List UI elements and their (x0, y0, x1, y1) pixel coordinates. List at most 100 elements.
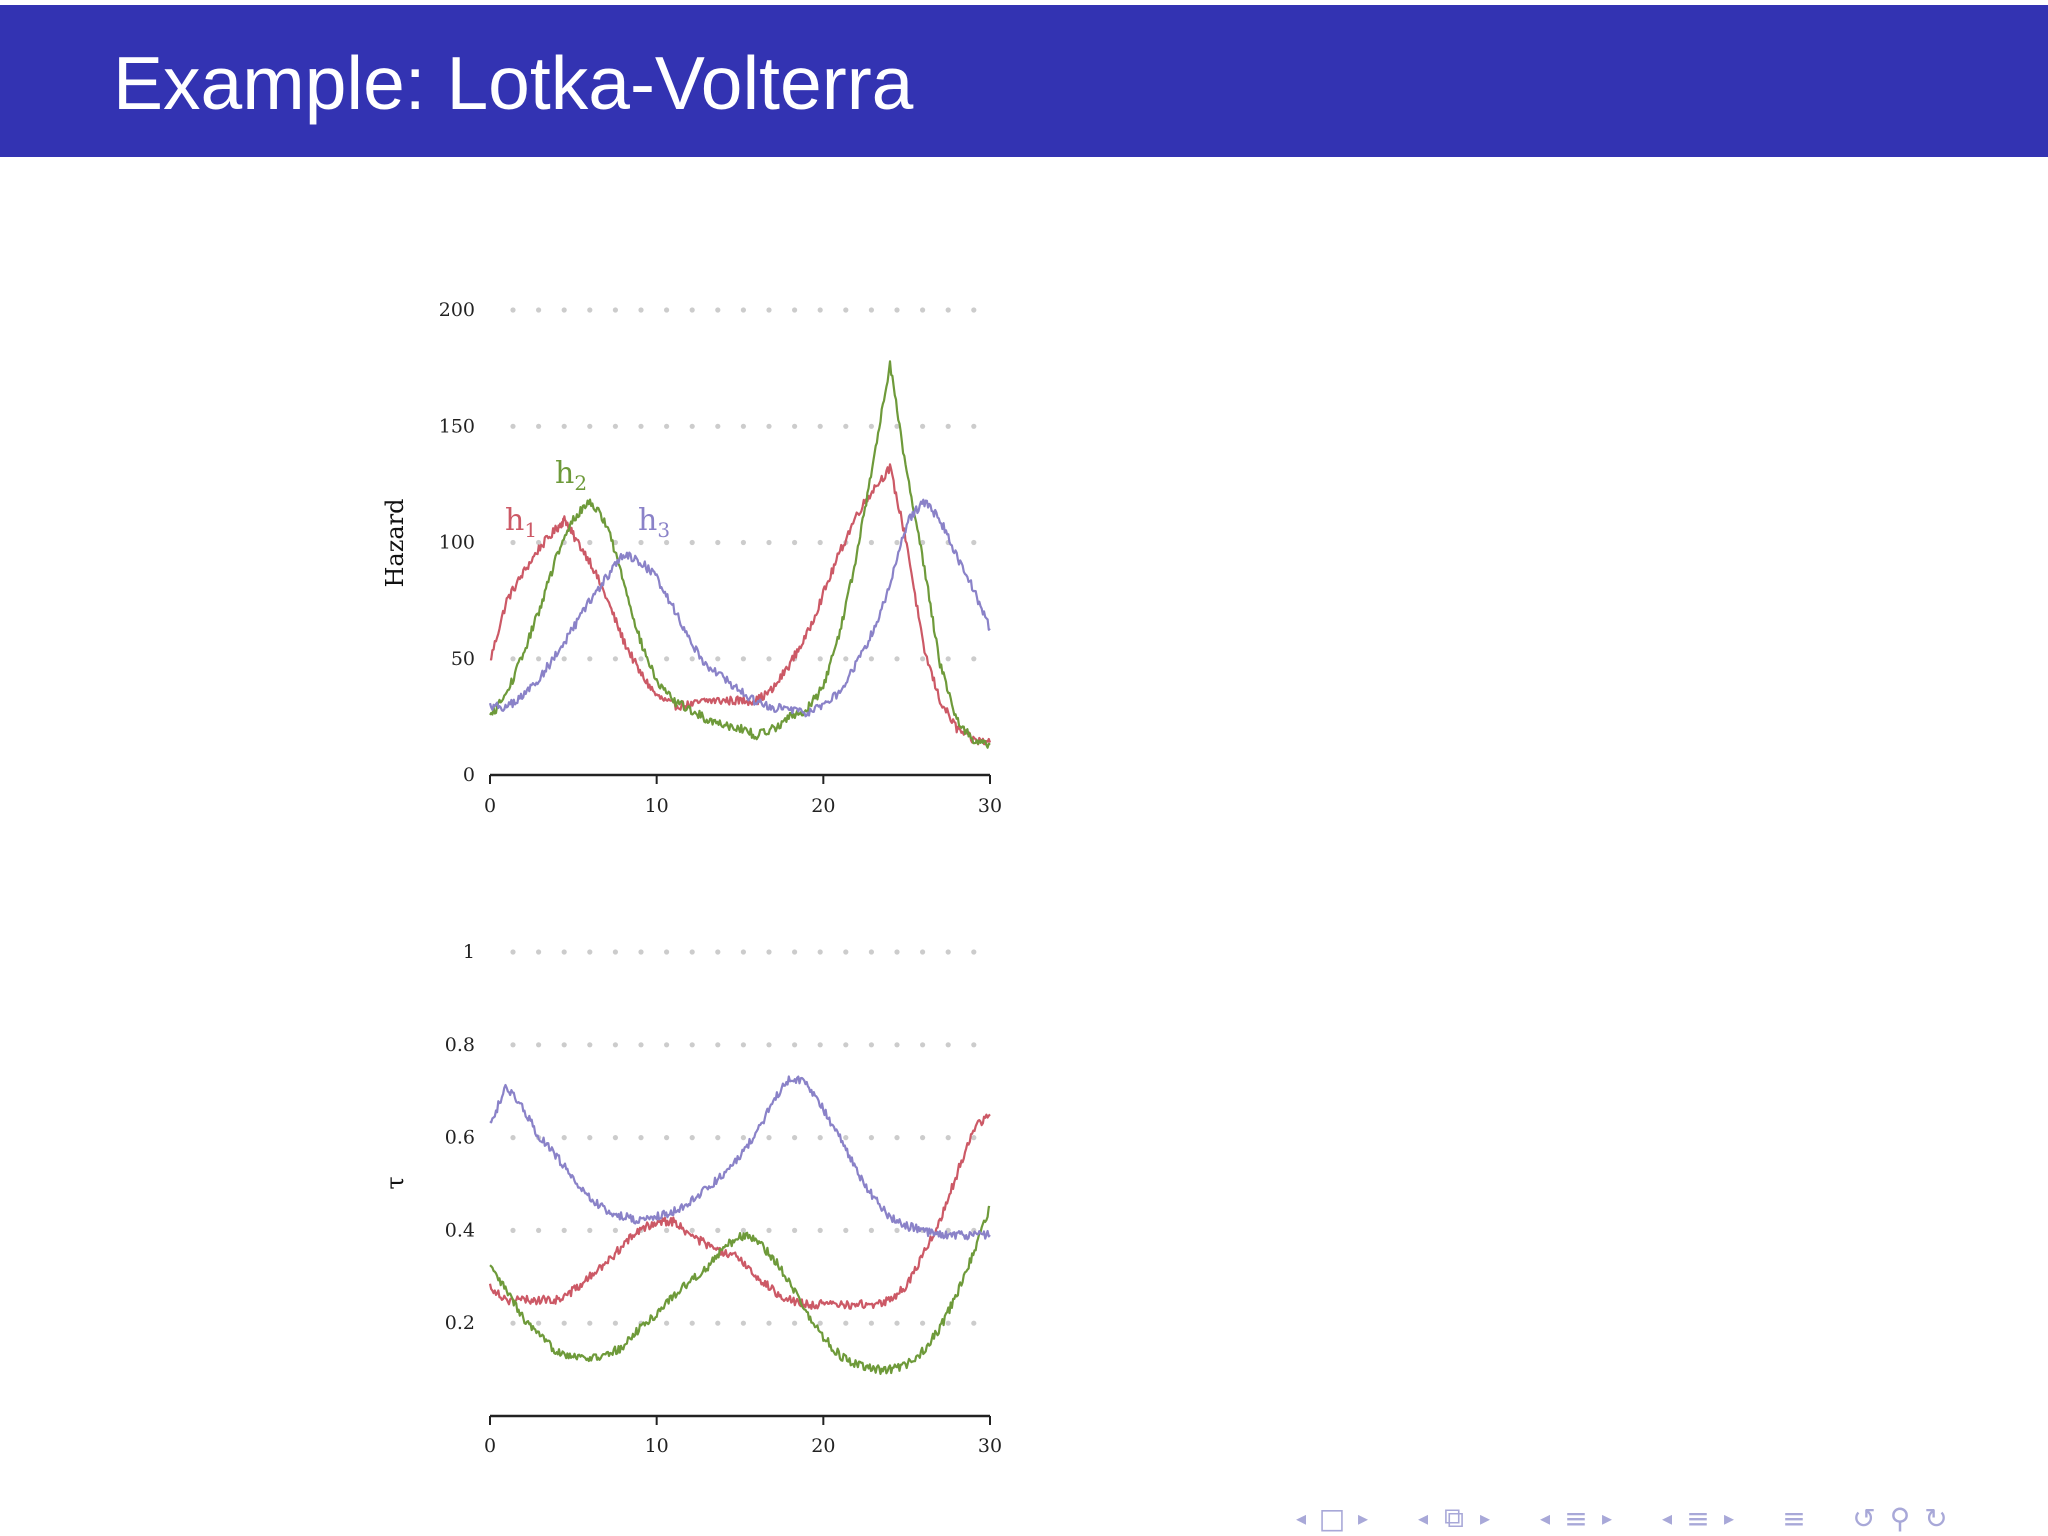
y-tick-label: 200 (439, 299, 475, 321)
nav-right-icon[interactable]: ▸ (1601, 1506, 1613, 1530)
series-label: h1 (505, 503, 537, 542)
grid-dot (612, 1320, 619, 1326)
search-nav: ↺ ⚲ ↻ (1846, 1502, 1954, 1535)
slide-title: Example: Lotka-Volterra (113, 41, 914, 125)
nav-left-icon[interactable]: ◂ (1661, 1506, 1673, 1530)
grid-dot (971, 656, 977, 662)
grid-dot (510, 949, 516, 955)
y-tick-label: 0.2 (445, 1312, 475, 1334)
y-axis-label: Hazard (381, 498, 409, 587)
grid-dot (715, 423, 721, 429)
grid-dot (536, 656, 542, 662)
grid-dot (561, 1135, 567, 1141)
y-axis-label: τ (381, 1176, 409, 1189)
grid-dot (689, 539, 695, 546)
nav-left-icon[interactable]: ◂ (1295, 1506, 1307, 1530)
y-tick-label: 0.4 (445, 1219, 475, 1241)
grid-dot (843, 1227, 849, 1233)
grid-dot (561, 949, 567, 955)
section-nav-icon[interactable]: ≡ (1564, 1501, 1588, 1535)
grid-dot (510, 1227, 516, 1233)
grid-dot (868, 1042, 875, 1048)
appendix-nav-icon[interactable]: ≡ (1782, 1501, 1806, 1535)
grid-dot (817, 307, 823, 313)
grid-dot (817, 1135, 823, 1141)
grid-dot (638, 307, 644, 313)
grid-dot (561, 307, 567, 313)
grid-dot (843, 656, 849, 662)
grid-dot (766, 949, 772, 955)
grid-dot (740, 1320, 747, 1326)
nav-left-icon[interactable]: ◂ (1539, 1506, 1551, 1530)
grid-dot (587, 656, 593, 662)
grid-dot (843, 423, 849, 429)
grid-dot (920, 656, 926, 662)
title-bar (0, 5, 2048, 157)
grid-dot (715, 656, 721, 662)
grid-dot (664, 307, 670, 313)
series-label: h2 (555, 456, 587, 495)
grid-dot (561, 423, 567, 429)
grid-dot (612, 949, 619, 955)
grid-dot (536, 949, 542, 955)
grid-dot (510, 539, 516, 546)
x-tick-label: 20 (811, 1435, 835, 1457)
grid-dot (868, 1227, 875, 1233)
search-icon[interactable]: ⚲ (1889, 1501, 1911, 1535)
back-icon[interactable]: ↺ (1852, 1501, 1876, 1535)
subsection-nav-icon[interactable]: ⧉ (1444, 1501, 1464, 1534)
grid-dot (971, 1320, 977, 1326)
grid-dot (587, 307, 593, 313)
nav-right-icon[interactable]: ▸ (1357, 1506, 1369, 1530)
grid-dot (843, 1135, 849, 1141)
frame-nav-icon[interactable]: □ (1318, 1501, 1346, 1535)
grid-dot (920, 1042, 926, 1048)
grid-dot (894, 656, 900, 662)
y-tick-label: 0.6 (445, 1127, 475, 1149)
grid-dot (920, 423, 926, 429)
grid-dot (536, 1320, 542, 1326)
grid-dot (587, 1042, 593, 1048)
x-tick-label: 10 (645, 795, 669, 817)
forward-icon[interactable]: ↻ (1924, 1501, 1948, 1535)
nav-right-icon[interactable]: ▸ (1479, 1506, 1491, 1530)
grid-dot (740, 1135, 747, 1141)
grid-dot (868, 1320, 875, 1326)
grid-dot (920, 307, 926, 313)
grid-dot (689, 423, 695, 429)
document-nav-icon[interactable]: ≡ (1686, 1501, 1710, 1535)
nav-left-icon[interactable]: ◂ (1417, 1506, 1429, 1530)
nav-right-icon[interactable]: ▸ (1723, 1506, 1735, 1530)
grid-dot (587, 1227, 593, 1233)
grid-dot (715, 307, 721, 313)
grid-dot (766, 1320, 772, 1326)
grid-dot (868, 539, 875, 546)
x-tick-label: 20 (811, 795, 835, 817)
grid-dot (638, 423, 644, 429)
grid-dot (817, 1320, 823, 1326)
grid-dot (689, 1320, 695, 1326)
grid-dot (792, 949, 798, 955)
x-tick-label: 10 (645, 1435, 669, 1457)
grid-dot (920, 949, 926, 955)
x-tick-label: 0 (484, 1435, 496, 1457)
grid-dot (689, 1135, 695, 1141)
grid-dot (817, 949, 823, 955)
grid-dot (945, 1320, 951, 1326)
grid-dot (715, 949, 721, 955)
y-tick-label: 0.8 (445, 1034, 475, 1056)
grid-dot (612, 423, 619, 429)
grid-dot (587, 1135, 593, 1141)
grid-dot (664, 949, 670, 955)
grid-dot (971, 949, 977, 955)
grid-dot (971, 423, 977, 429)
grid-dot (715, 1320, 721, 1326)
document-nav: ◂ ≡ ▸ (1654, 1502, 1742, 1535)
grid-dot (664, 1320, 670, 1326)
grid-dot (945, 307, 951, 313)
grid-dot (894, 1042, 900, 1048)
grid-dot (561, 1320, 567, 1326)
grid-dot (587, 949, 593, 955)
grid-dot (715, 1227, 721, 1233)
